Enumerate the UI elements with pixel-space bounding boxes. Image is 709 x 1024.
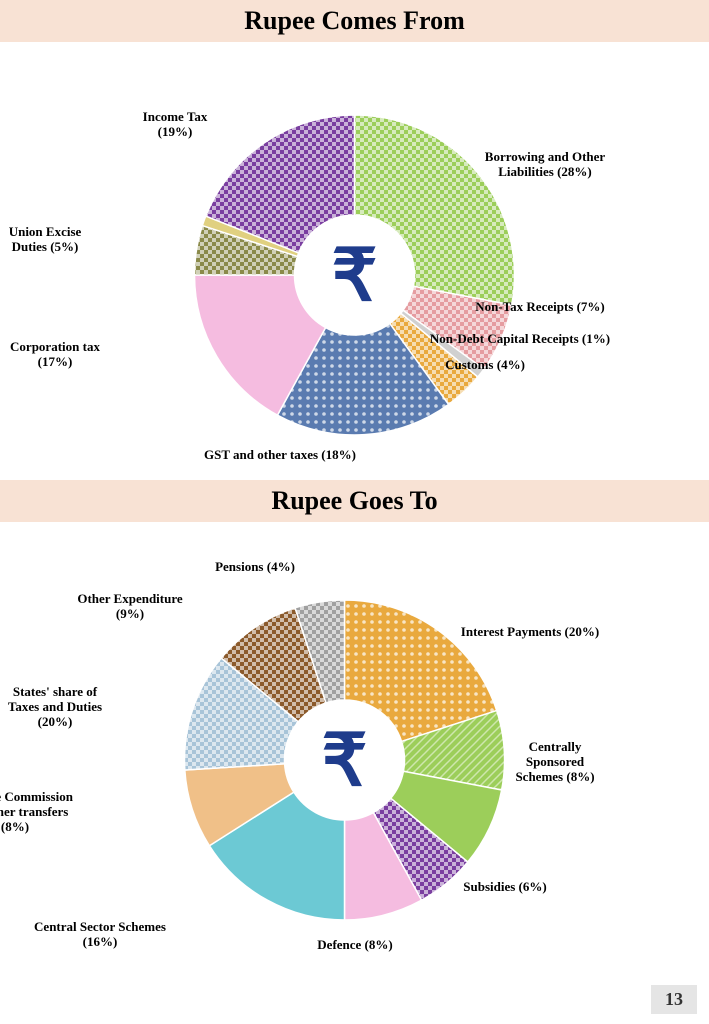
chart1-title-bar: Rupee Comes From	[0, 0, 709, 42]
chart2-title: Rupee Goes To	[0, 486, 709, 516]
chart1-title: Rupee Comes From	[0, 6, 709, 36]
rupee-icon-2: ₹	[285, 700, 405, 820]
chart2-title-bar: Rupee Goes To	[0, 480, 709, 522]
chart2-section: Rupee Goes To ₹ Interest Payments (20%)C…	[0, 480, 709, 970]
chart2-wrap: ₹ Interest Payments (20%)Centrally Spons…	[0, 530, 709, 970]
chart1-wrap: ₹ Borrowing and Other Liabilities (28%)N…	[0, 50, 709, 480]
rupee-icon-1: ₹	[295, 215, 415, 335]
chart1-section: Rupee Comes From ₹ Borrowing and Other L…	[0, 0, 709, 480]
page-number: 13	[651, 985, 697, 1014]
